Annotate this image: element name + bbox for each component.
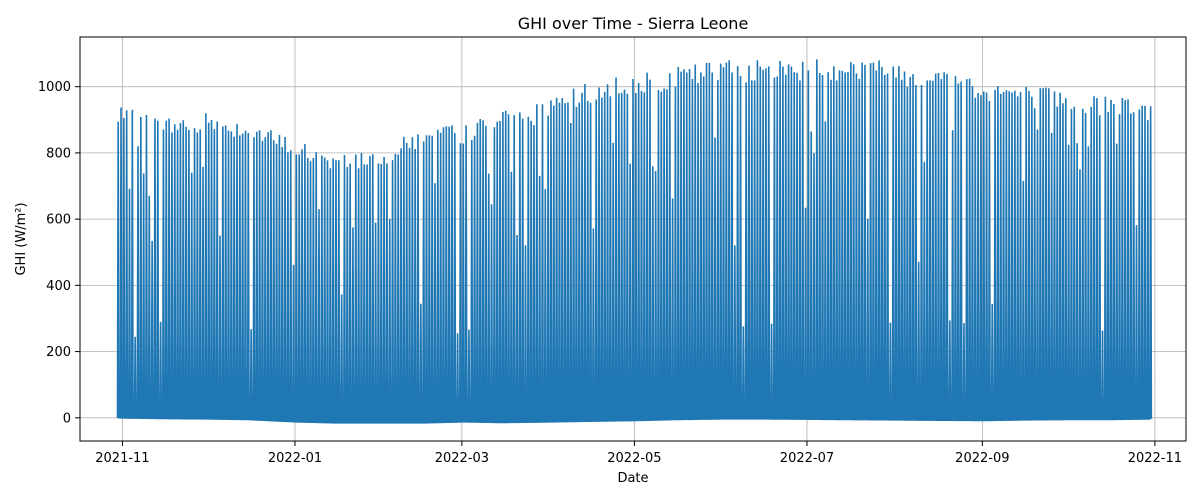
x-tick-label: 2022-09 [955,451,1009,466]
y-axis-ticks: 0 200 400 600 800 1000 [38,80,80,426]
y-tick-label: 0 [63,411,71,426]
x-tick-label: 2022-11 [1128,451,1182,466]
y-tick-label: 400 [46,279,71,294]
x-axis-ticks: 2021-11 2022-01 2022-03 2022-05 2022-07 2022-… [95,441,1182,466]
y-tick-label: 600 [46,213,71,228]
chart-title: GHI over Time - Sierra Leone [518,14,749,33]
plot-area-frame [79,36,1187,442]
ghi-series-path [116,59,1153,424]
y-tick-label: 800 [46,146,71,161]
x-tick-label: 2021-11 [95,451,149,466]
ghi-series-line [116,59,1153,424]
x-tick-label: 2022-07 [780,451,834,466]
x-axis-title: Date [617,471,648,486]
x-tick-label: 2022-03 [435,451,489,466]
x-tick-label: 2022-01 [268,451,322,466]
y-axis-title: GHI (W/m²) [14,202,29,275]
y-tick-label: 1000 [38,80,71,95]
x-tick-label: 2022-05 [607,451,661,466]
y-tick-label: 200 [46,345,71,360]
